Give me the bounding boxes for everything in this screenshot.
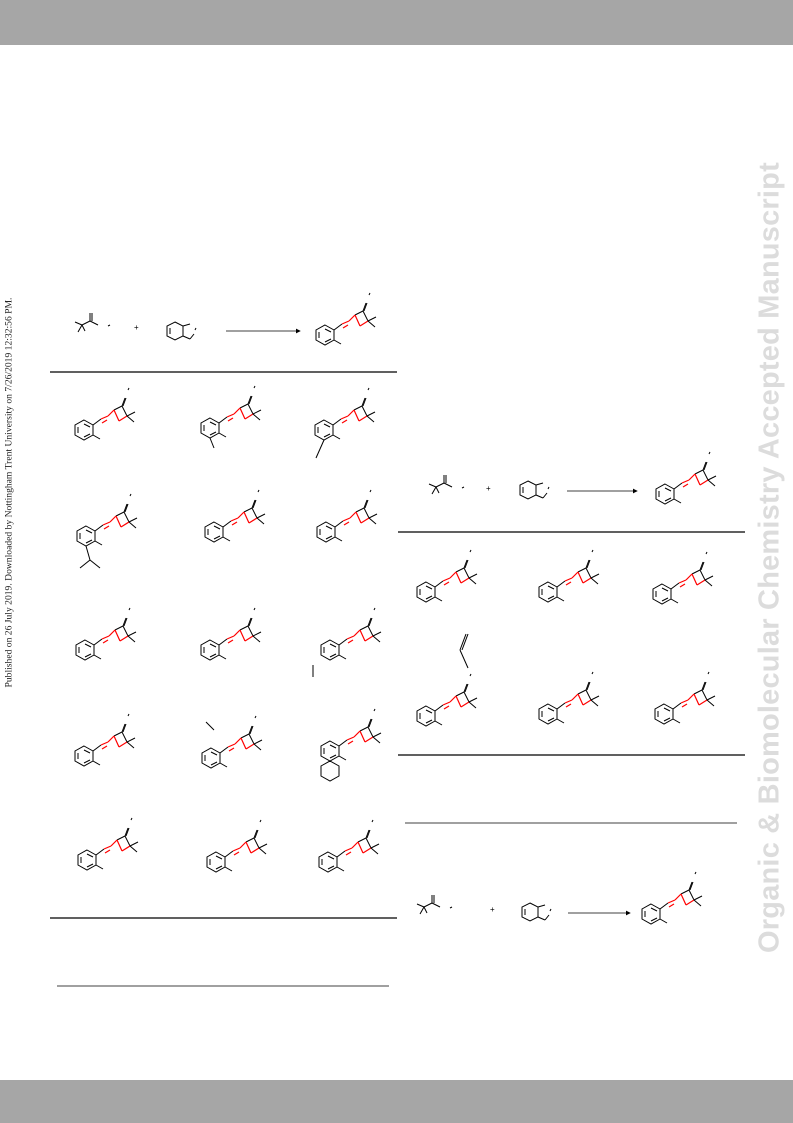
product-6 xyxy=(316,489,378,543)
scheme2-plus: + xyxy=(486,484,491,493)
scheme3-general-product xyxy=(641,871,703,925)
s2-product-3 xyxy=(652,551,714,605)
product-4 xyxy=(76,493,138,547)
product-14 xyxy=(206,819,268,873)
product-7 xyxy=(75,607,137,661)
scheme1-heteroarene-reactant xyxy=(166,321,197,341)
s2-product-4 xyxy=(416,673,478,727)
product-13 xyxy=(77,817,139,871)
s2-product-2 xyxy=(538,549,600,603)
scheme3-heteroarene-reactant xyxy=(521,902,552,922)
product-15 xyxy=(318,819,380,873)
scheme1-product-grid xyxy=(74,385,382,873)
product-2 xyxy=(200,385,262,439)
scheme2-reaction: + xyxy=(428,451,717,505)
scheme3-alkene-reactant xyxy=(416,894,453,915)
header-band xyxy=(0,0,793,45)
product-12 xyxy=(320,708,382,762)
scheme2-general-product xyxy=(655,451,717,505)
product-8 xyxy=(200,607,262,661)
product-9 xyxy=(320,607,382,661)
product-10 xyxy=(74,713,136,767)
scheme2-product-grid xyxy=(416,549,716,727)
product-3 xyxy=(314,387,376,441)
scheme1-general-product xyxy=(315,292,377,346)
scheme1-alkene-reactant xyxy=(74,312,111,333)
scheme1-plus: + xyxy=(134,323,139,332)
scheme1-reaction: + xyxy=(74,292,377,346)
scheme2-heteroarene-reactant xyxy=(519,480,550,500)
s2-product-6 xyxy=(654,671,716,725)
s2-product-1 xyxy=(416,549,478,603)
footer-band xyxy=(0,1080,793,1123)
scheme3-plus: + xyxy=(490,905,495,914)
s2-product-5 xyxy=(538,671,600,725)
product-5 xyxy=(204,489,266,543)
scheme2-alkene-reactant xyxy=(428,474,465,495)
product-1 xyxy=(74,387,136,441)
product-11 xyxy=(201,715,263,769)
scheme3-reaction: + xyxy=(416,871,703,925)
